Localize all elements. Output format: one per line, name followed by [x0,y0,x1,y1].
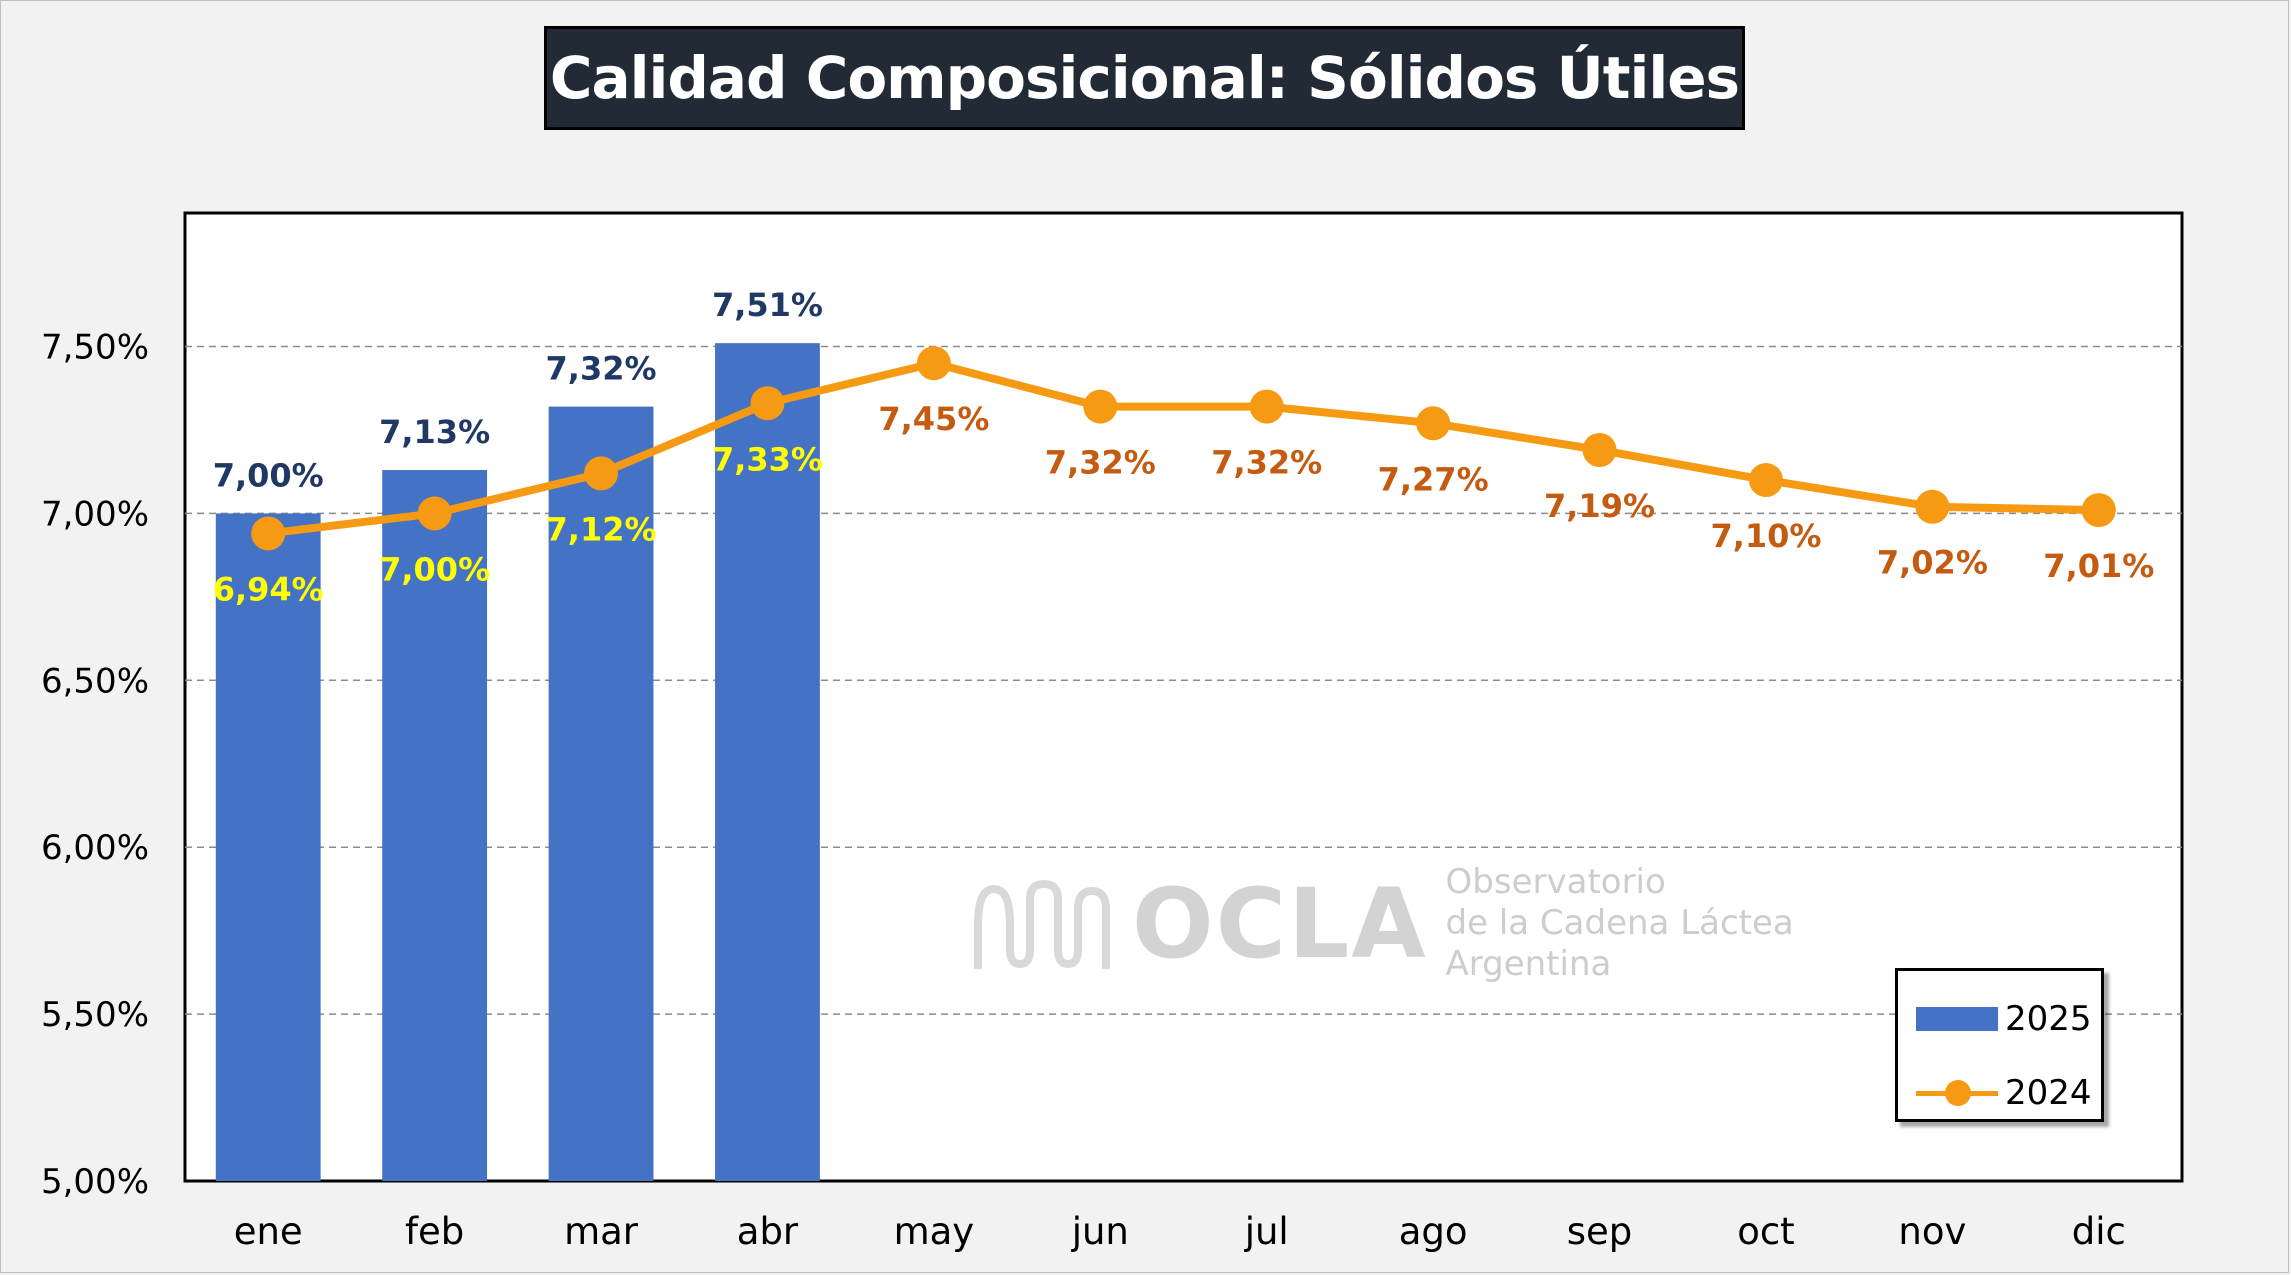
line-2024 [251,346,2116,551]
line-data-label: 7,27% [1378,460,1489,498]
watermark-line-3: Argentina [1445,944,1612,984]
bar-data-label: 7,51% [712,286,823,324]
bar [715,343,820,1181]
line-data-label: 6,94% [213,570,324,608]
x-category-label: jul [1244,1210,1289,1253]
legend-item-2025: 2025 [1916,999,2092,1039]
line-point [417,496,452,531]
bar-data-label: 7,32% [546,350,657,388]
line-point [1416,406,1451,441]
gridlines [185,345,2182,1015]
watermark-line-2: de la Cadena Láctea [1445,903,1794,943]
watermark-brand: OCLA [1132,867,1428,980]
ocla-wave-icon [974,879,1110,969]
x-category-label: nov [1898,1210,1966,1253]
ocla-watermark: OCLA Observatorio de la Cadena Láctea Ar… [972,862,1794,985]
plot-area [183,211,2184,1183]
y-tick-label: 7,50% [41,328,149,368]
line-point [750,386,785,421]
line-point [916,346,951,381]
y-tick-label: 5,50% [41,995,149,1035]
line-labels: 6,94% 7,00% 7,12% 7,33% 7,45% 7,32% 7,32% 7,27%… [213,400,2155,608]
x-category-label: oct [1737,1210,1795,1253]
line-data-label: 7,10% [1710,517,1821,555]
x-category-label: ago [1399,1210,1468,1253]
watermark-line-1: Observatorio [1445,862,1666,902]
line-data-label: 7,32% [1211,444,1322,482]
y-tick-label: 5,00% [41,1162,149,1202]
legend-swatch-line [1916,1080,1998,1106]
line-data-label: 7,33% [712,440,823,478]
x-category-label: dic [2072,1210,2126,1253]
line-point [1748,463,1783,498]
line-data-label: 7,02% [1877,544,1988,582]
x-category-label: may [894,1210,975,1253]
line-point [2081,493,2116,528]
bar-data-label: 7,00% [213,456,324,494]
legend-item-2024: 2024 [1916,1073,2092,1113]
x-category-label: jun [1071,1210,1129,1253]
x-axis-categories: ene feb mar abr may jun jul ago sep oct nov dic [234,1210,2126,1253]
line-point [1083,389,1118,424]
chart-legend: 2025 2024 [1895,968,2104,1122]
line-data-label: 7,45% [878,400,989,438]
x-category-label: abr [737,1210,799,1253]
x-category-label: feb [405,1210,464,1253]
bar [215,513,321,1181]
y-tick-label: 7,00% [41,494,149,534]
bar [548,406,654,1182]
x-category-label: ene [234,1210,303,1253]
chart-title: Calidad Composicional: Sólidos Útiles [549,44,1740,112]
bar-labels: 7,00% 7,13% 7,32% 7,51% [213,286,823,494]
series-line [267,359,2099,538]
line-point [1582,432,1617,467]
y-tick-label: 6,00% [41,828,149,868]
watermark-subtitle: Observatorio de la Cadena Láctea Argenti… [1446,862,1794,985]
legend-label-2024: 2024 [2005,1073,2092,1113]
line-data-label: 7,32% [1045,444,1156,482]
line-data-label: 7,00% [379,550,490,588]
line-data-label: 7,01% [2043,547,2154,585]
line-point [251,516,286,551]
bars-2025 [215,343,820,1182]
y-axis-ticks: 5,00% 5,50% 6,00% 6,50% 7,00% 7,50% [41,328,149,1202]
line-point [1915,489,1950,524]
legend-label-2025: 2025 [2005,999,2092,1039]
line-point [1249,389,1284,424]
chart-title-box: Calidad Composicional: Sólidos Útiles [544,26,1745,130]
bar-data-label: 7,13% [379,413,490,451]
line-data-label: 7,19% [1544,487,1655,525]
x-category-label: mar [564,1210,639,1253]
line-point [584,456,619,491]
bar [382,470,488,1181]
y-tick-label: 6,50% [41,661,149,701]
x-category-label: sep [1567,1210,1633,1253]
legend-swatch-bar [1916,1007,1998,1031]
line-data-label: 7,12% [546,510,657,548]
